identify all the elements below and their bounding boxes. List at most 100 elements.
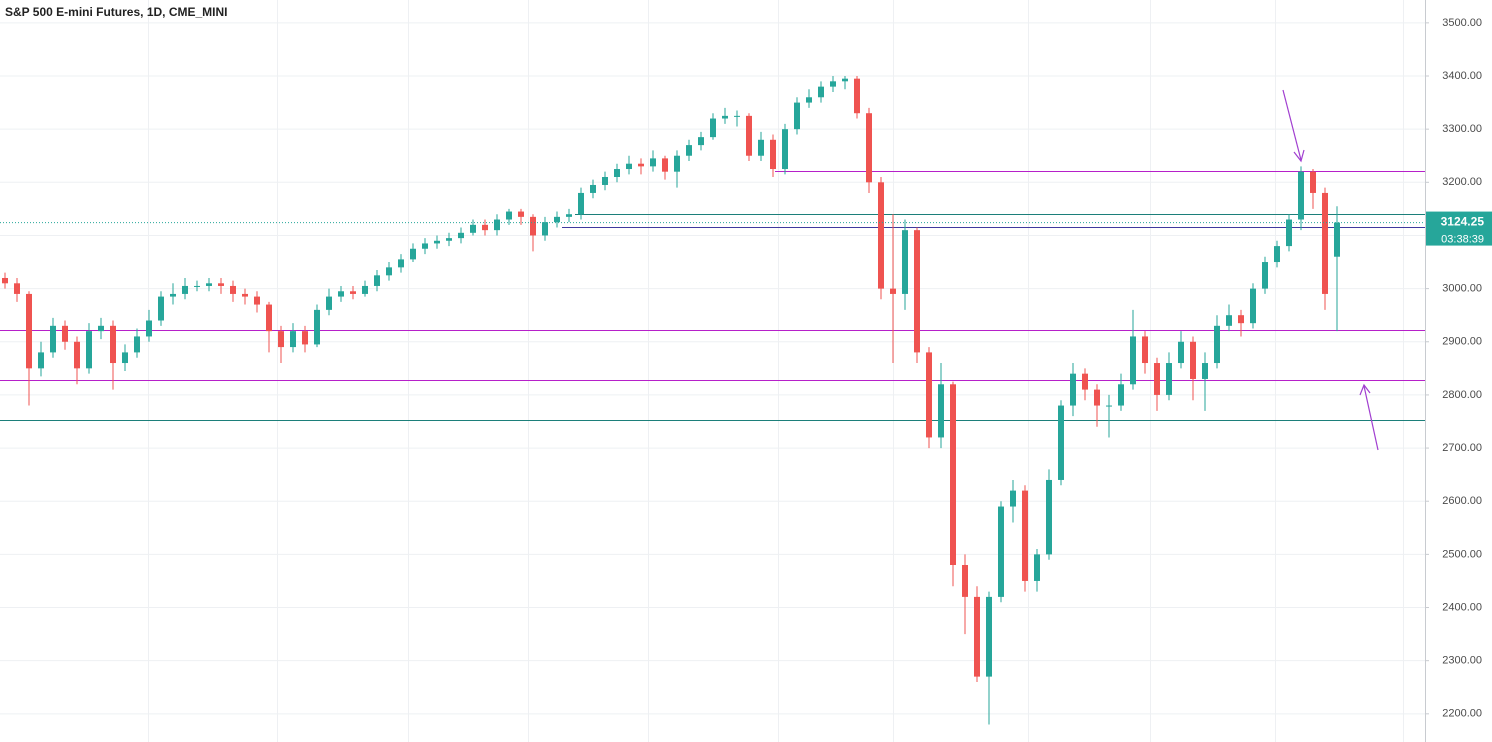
- candle-body: [26, 293, 32, 369]
- candle-body: [62, 325, 68, 342]
- candle-body: [782, 129, 788, 170]
- candle-body: [842, 78, 848, 82]
- candle-body: [422, 243, 428, 249]
- candle-body: [1166, 363, 1172, 395]
- candle-body: [518, 211, 524, 217]
- candle-body: [758, 139, 764, 156]
- candle-body: [350, 291, 356, 294]
- candle-body: [158, 296, 164, 321]
- y-tick-label: 3200.00: [1442, 176, 1482, 188]
- candle-body: [1238, 315, 1244, 324]
- candle-body: [290, 331, 296, 348]
- candle-body: [218, 283, 224, 286]
- candle-body: [386, 267, 392, 276]
- candle-body: [1106, 405, 1112, 407]
- candle-body: [662, 158, 668, 172]
- candle-body: [326, 296, 332, 310]
- candle-body: [134, 336, 140, 353]
- candle-body: [482, 224, 488, 231]
- candle-body: [194, 285, 200, 287]
- candle-body: [1334, 222, 1340, 257]
- candle-body: [566, 214, 572, 217]
- candle-body: [1034, 554, 1040, 581]
- candle-body: [1190, 341, 1196, 379]
- candle-body: [1274, 246, 1280, 263]
- candle-body: [998, 506, 1004, 597]
- candle-body: [1046, 479, 1052, 555]
- candle-body: [986, 596, 992, 677]
- candle-body: [50, 325, 56, 353]
- y-tick-label: 2900.00: [1442, 336, 1482, 348]
- candle-body: [458, 232, 464, 239]
- candle-body: [122, 352, 128, 364]
- candle-body: [590, 184, 596, 193]
- candle-body: [110, 325, 116, 364]
- price-label: 3124.25: [1441, 215, 1485, 229]
- candle-body: [38, 352, 44, 369]
- candle-body: [818, 86, 824, 98]
- candle-body: [1322, 192, 1328, 294]
- candle-body: [494, 219, 500, 231]
- candle-body: [410, 248, 416, 260]
- candle-body: [1022, 490, 1028, 581]
- candle-body: [878, 182, 884, 289]
- candle-body: [170, 293, 176, 297]
- candle-body: [1010, 490, 1016, 507]
- candle-body: [830, 81, 836, 87]
- candle-body: [542, 222, 548, 236]
- candle-body: [1250, 288, 1256, 324]
- candle-body: [614, 169, 620, 177]
- candle-body: [1142, 336, 1148, 364]
- candle-body: [710, 118, 716, 138]
- arrow-head: [1359, 383, 1371, 396]
- levels: [0, 171, 1425, 421]
- candle-body: [938, 384, 944, 438]
- candle-body: [578, 192, 584, 215]
- y-tick-label: 2800.00: [1442, 389, 1482, 401]
- candle-body: [1310, 171, 1316, 193]
- candle-body: [602, 176, 608, 185]
- candle-body: [278, 331, 284, 348]
- y-tick-label: 2700.00: [1442, 442, 1482, 454]
- candle-body: [806, 97, 812, 103]
- y-tick-label: 2200.00: [1442, 708, 1482, 720]
- candle-body: [2, 277, 8, 284]
- candle-body: [242, 293, 248, 297]
- countdown: 03:38:39: [1441, 233, 1484, 245]
- candle-body: [1070, 373, 1076, 406]
- candle-body: [854, 78, 860, 114]
- candle-body: [314, 309, 320, 345]
- candle-body: [722, 115, 728, 119]
- candle-body: [254, 296, 260, 305]
- candle-body: [1214, 325, 1220, 364]
- candle-body: [302, 331, 308, 345]
- candle-body: [506, 211, 512, 220]
- candle-body: [554, 216, 560, 223]
- grid: [0, 0, 1425, 742]
- candle-body: [1094, 389, 1100, 406]
- candle-body: [866, 113, 872, 183]
- arrows: [1282, 89, 1379, 451]
- price-label-box: [1426, 211, 1492, 246]
- candle-body: [734, 115, 740, 117]
- candle-body: [770, 139, 776, 170]
- chart-title: S&P 500 E-mini Futures, 1D, CME_MINI: [5, 5, 228, 19]
- candle-body: [434, 240, 440, 244]
- candle-body: [746, 115, 752, 156]
- y-tick-label: 3000.00: [1442, 283, 1482, 295]
- candle-body: [398, 259, 404, 268]
- candle-body: [1118, 384, 1124, 406]
- candle-body: [794, 102, 800, 130]
- y-tick-label: 3400.00: [1442, 70, 1482, 82]
- candle-body: [1298, 171, 1304, 220]
- y-tick-label: 2400.00: [1442, 601, 1482, 613]
- candle-body: [974, 596, 980, 677]
- candle-body: [950, 384, 956, 566]
- y-tick-label: 2500.00: [1442, 548, 1482, 560]
- candle-body: [14, 283, 20, 294]
- candle-body: [338, 291, 344, 297]
- candle-body: [98, 325, 104, 332]
- candle-body: [182, 285, 188, 294]
- arrow: [1282, 89, 1302, 161]
